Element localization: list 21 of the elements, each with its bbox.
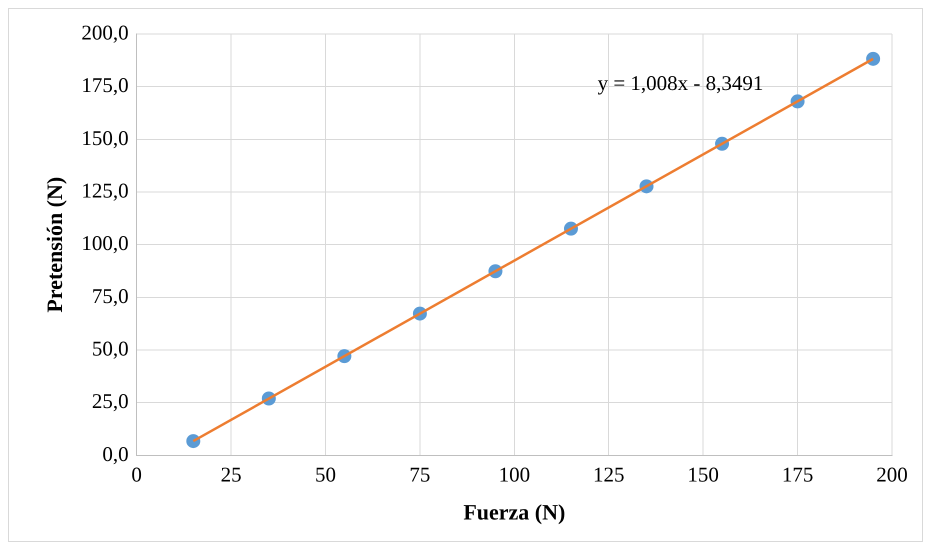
- y-tick-label: 100,0: [81, 231, 129, 256]
- y-tick-label: 200,0: [81, 20, 129, 45]
- x-tick-label: 200: [876, 462, 908, 487]
- y-tick-label: 50,0: [92, 336, 129, 361]
- x-tick-label: 0: [131, 462, 142, 487]
- x-tick-label: 50: [314, 462, 336, 487]
- y-tick-label: 125,0: [81, 178, 129, 203]
- x-tick-label: 100: [498, 462, 530, 487]
- x-tick-label: 125: [592, 462, 624, 487]
- y-tick-label: 75,0: [92, 284, 129, 308]
- x-tick-label: 175: [782, 462, 814, 487]
- x-tick-label: 150: [687, 462, 719, 487]
- x-axis-title: Fuerza (N): [463, 499, 566, 524]
- x-tick-label: 25: [220, 462, 242, 487]
- y-tick-label: 0,0: [102, 442, 129, 466]
- y-tick-label: 25,0: [92, 389, 129, 414]
- y-tick-label: 150,0: [81, 126, 129, 150]
- y-tick-label: 175,0: [81, 73, 129, 98]
- y-axis-title: Pretensión (N): [42, 176, 67, 313]
- x-tick-label: 75: [409, 462, 430, 487]
- annotation: y = 1,008x - 8,3491: [598, 71, 764, 96]
